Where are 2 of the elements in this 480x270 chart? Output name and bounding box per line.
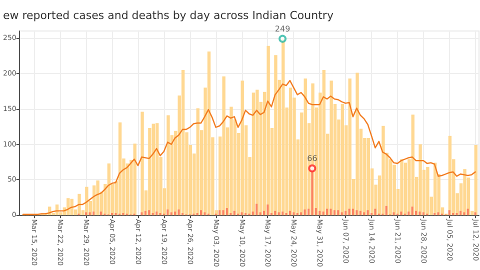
annotation: 249	[274, 24, 290, 34]
chart-title: ew reported cases and deaths by day across Indian Country	[3, 9, 334, 22]
